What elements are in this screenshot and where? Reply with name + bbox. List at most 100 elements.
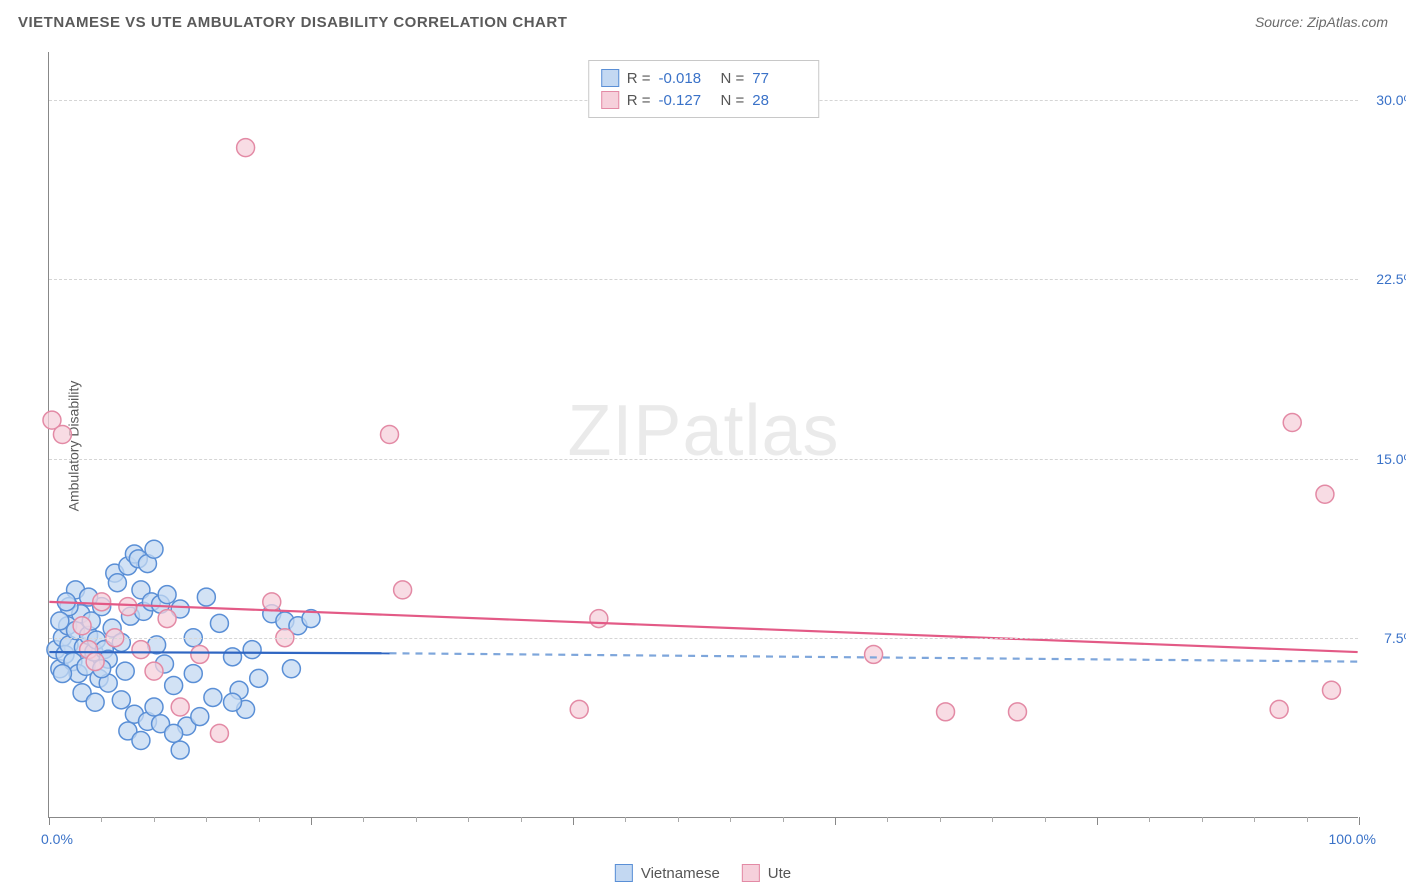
swatch-vietnamese <box>601 69 619 87</box>
data-point <box>158 586 176 604</box>
data-point <box>191 645 209 663</box>
x-tick-major <box>49 817 50 825</box>
data-point <box>158 610 176 628</box>
correlation-stats-legend: R = -0.018 N = 77 R = -0.127 N = 28 <box>588 60 820 118</box>
x-tick-minor <box>783 817 784 822</box>
x-tick-minor <box>206 817 207 822</box>
data-point <box>1283 414 1301 432</box>
x-tick-minor <box>154 817 155 822</box>
data-point <box>53 426 71 444</box>
x-tick-minor <box>521 817 522 822</box>
y-tick-label: 22.5% <box>1364 271 1406 287</box>
x-tick-minor <box>468 817 469 822</box>
x-tick-minor <box>101 817 102 822</box>
x-tick-major <box>1359 817 1360 825</box>
data-point <box>112 691 130 709</box>
data-point <box>197 588 215 606</box>
data-point <box>394 581 412 599</box>
r-value-ute: -0.127 <box>659 92 713 109</box>
trend-line <box>49 652 389 653</box>
y-tick-label: 30.0% <box>1364 92 1406 108</box>
gridline <box>49 459 1358 460</box>
data-point <box>145 540 163 558</box>
data-point <box>93 593 111 611</box>
data-point <box>184 665 202 683</box>
swatch-ute-icon <box>742 864 760 882</box>
x-tick-minor <box>887 817 888 822</box>
data-point <box>53 665 71 683</box>
data-point <box>224 648 242 666</box>
data-point <box>73 617 91 635</box>
x-tick-minor <box>992 817 993 822</box>
data-point <box>108 574 126 592</box>
data-point <box>132 641 150 659</box>
series-legend: Vietnamese Ute <box>615 864 791 882</box>
x-tick-major <box>1097 817 1098 825</box>
data-point <box>263 593 281 611</box>
data-point <box>937 703 955 721</box>
data-point <box>210 724 228 742</box>
data-point <box>116 662 134 680</box>
x-axis-max-label: 100.0% <box>1329 831 1376 847</box>
legend-item-ute: Ute <box>742 864 791 882</box>
data-point <box>250 669 268 687</box>
x-tick-minor <box>730 817 731 822</box>
data-point <box>86 693 104 711</box>
swatch-vietnamese-icon <box>615 864 633 882</box>
data-point <box>381 426 399 444</box>
data-point <box>191 708 209 726</box>
x-tick-major <box>573 817 574 825</box>
x-tick-major <box>835 817 836 825</box>
data-point <box>1322 681 1340 699</box>
scatter-svg <box>49 52 1358 817</box>
data-point <box>171 698 189 716</box>
data-point <box>1316 485 1334 503</box>
data-point <box>210 614 228 632</box>
x-tick-minor <box>1045 817 1046 822</box>
legend-item-vietnamese: Vietnamese <box>615 864 720 882</box>
n-value-ute: 28 <box>752 92 806 109</box>
x-axis-min-label: 0.0% <box>41 831 73 847</box>
x-tick-minor <box>259 817 260 822</box>
x-tick-minor <box>1254 817 1255 822</box>
data-point <box>570 700 588 718</box>
data-point <box>171 741 189 759</box>
x-tick-minor <box>625 817 626 822</box>
x-tick-minor <box>363 817 364 822</box>
stats-row-vietnamese: R = -0.018 N = 77 <box>601 67 807 89</box>
data-point <box>237 139 255 157</box>
gridline <box>49 638 1358 639</box>
page-title: VIETNAMESE VS UTE AMBULATORY DISABILITY … <box>18 14 1388 31</box>
data-point <box>119 598 137 616</box>
gridline <box>49 279 1358 280</box>
stats-row-ute: R = -0.127 N = 28 <box>601 89 807 111</box>
data-point <box>1009 703 1027 721</box>
r-value-vietnamese: -0.018 <box>659 70 713 87</box>
data-point <box>204 688 222 706</box>
chart-plot-area: ZIPatlas R = -0.018 N = 77 R = -0.127 N … <box>48 52 1358 818</box>
data-point <box>590 610 608 628</box>
x-tick-major <box>311 817 312 825</box>
data-point <box>86 653 104 671</box>
data-point <box>51 612 69 630</box>
n-value-vietnamese: 77 <box>752 70 806 87</box>
data-point <box>243 641 261 659</box>
x-tick-minor <box>940 817 941 822</box>
source-attribution: Source: ZipAtlas.com <box>1255 14 1388 30</box>
x-tick-minor <box>1202 817 1203 822</box>
data-point <box>282 660 300 678</box>
data-point <box>1270 700 1288 718</box>
data-point <box>865 645 883 663</box>
legend-label-vietnamese: Vietnamese <box>641 865 720 882</box>
x-tick-minor <box>416 817 417 822</box>
x-tick-minor <box>1307 817 1308 822</box>
data-point <box>165 677 183 695</box>
x-tick-minor <box>678 817 679 822</box>
data-point <box>132 732 150 750</box>
y-tick-label: 7.5% <box>1364 630 1406 646</box>
swatch-ute <box>601 91 619 109</box>
data-point <box>165 724 183 742</box>
legend-label-ute: Ute <box>768 865 791 882</box>
data-point <box>145 662 163 680</box>
y-tick-label: 15.0% <box>1364 451 1406 467</box>
